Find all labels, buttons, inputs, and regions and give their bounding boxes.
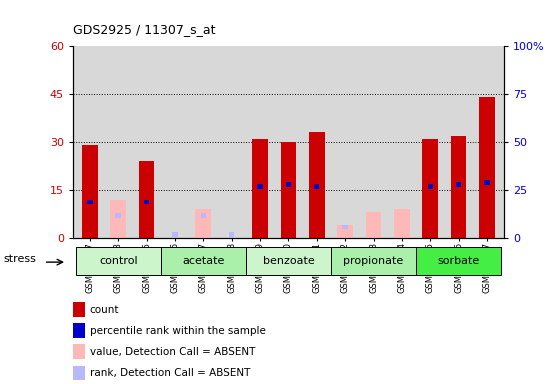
- FancyBboxPatch shape: [416, 247, 501, 275]
- Text: GDS2925 / 11307_s_at: GDS2925 / 11307_s_at: [73, 23, 215, 36]
- Text: rank, Detection Call = ABSENT: rank, Detection Call = ABSENT: [90, 368, 250, 378]
- Text: propionate: propionate: [343, 256, 404, 266]
- Bar: [366, 212, 381, 238]
- Bar: [257, 184, 263, 189]
- Bar: [115, 213, 121, 218]
- Text: benzoate: benzoate: [263, 256, 314, 266]
- Bar: [342, 225, 348, 230]
- Bar: [281, 142, 296, 238]
- Bar: [422, 139, 438, 238]
- Text: acetate: acetate: [182, 256, 225, 266]
- Bar: [484, 180, 489, 185]
- FancyBboxPatch shape: [161, 247, 246, 275]
- FancyBboxPatch shape: [331, 247, 416, 275]
- Bar: [456, 182, 461, 187]
- Text: percentile rank within the sample: percentile rank within the sample: [90, 326, 265, 336]
- Text: control: control: [99, 256, 138, 266]
- Bar: [337, 225, 353, 238]
- Bar: [139, 161, 155, 238]
- Bar: [451, 136, 466, 238]
- Bar: [394, 209, 410, 238]
- Text: count: count: [90, 305, 119, 314]
- Bar: [200, 213, 206, 218]
- Text: stress: stress: [3, 254, 36, 264]
- Bar: [286, 182, 291, 187]
- Bar: [110, 200, 126, 238]
- Bar: [427, 184, 433, 189]
- Bar: [82, 145, 97, 238]
- Bar: [144, 200, 150, 204]
- Bar: [314, 184, 320, 189]
- Bar: [309, 132, 325, 238]
- FancyBboxPatch shape: [246, 247, 331, 275]
- FancyBboxPatch shape: [76, 247, 161, 275]
- Text: value, Detection Call = ABSENT: value, Detection Call = ABSENT: [90, 347, 255, 357]
- Bar: [229, 232, 235, 237]
- Bar: [195, 209, 211, 238]
- Bar: [479, 97, 495, 238]
- Bar: [172, 232, 178, 237]
- Bar: [252, 139, 268, 238]
- Bar: [87, 200, 92, 204]
- Text: sorbate: sorbate: [437, 256, 480, 266]
